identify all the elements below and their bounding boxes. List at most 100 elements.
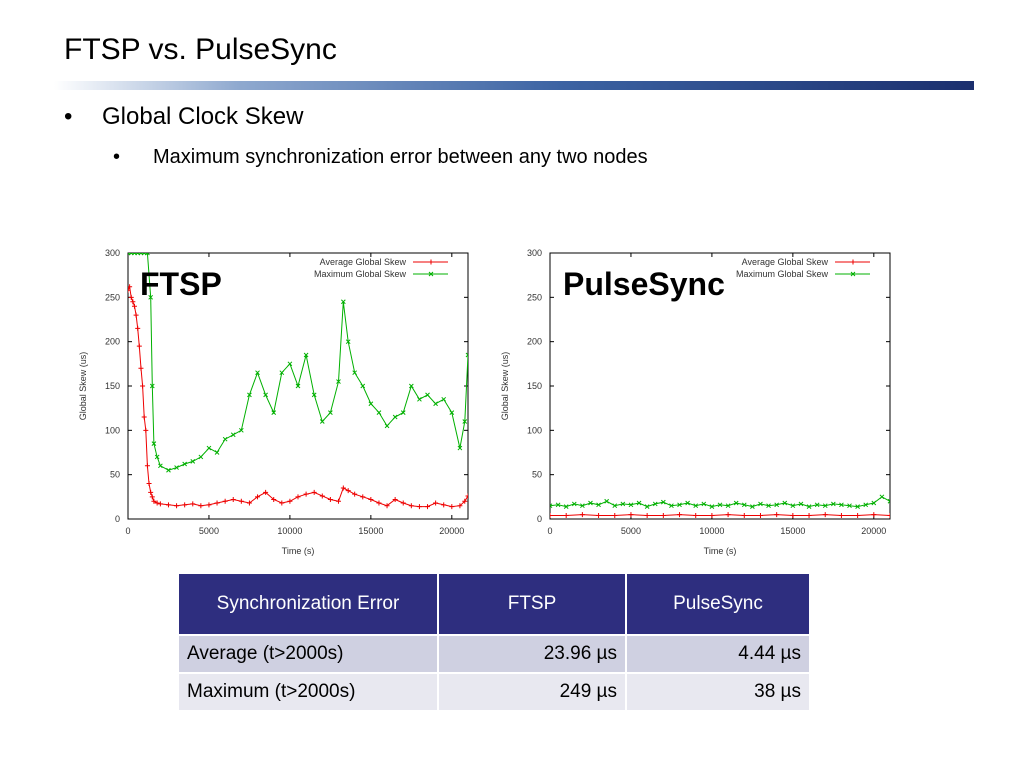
x-tick-label: 20000 — [439, 526, 464, 536]
data-point — [457, 445, 463, 451]
y-tick-label: 100 — [105, 425, 120, 435]
data-point — [408, 383, 414, 389]
data-point — [433, 500, 439, 506]
data-point — [130, 299, 136, 305]
data-point — [295, 383, 301, 389]
bullet-text: Global Clock Skew — [102, 103, 304, 130]
data-point — [871, 500, 877, 506]
data-point — [392, 414, 398, 420]
data-point — [303, 491, 309, 497]
data-point — [246, 500, 252, 506]
plot-area — [550, 494, 890, 518]
pulsesync-skew-chart: 0 50 100 150 200 250 300 0 5000 10000 15000 20000 Ti… — [492, 240, 902, 560]
data-point — [604, 498, 610, 504]
data-point — [709, 504, 715, 509]
ftsp-skew-chart: 0 50 100 150 200 250 300 0 5000 10000 15000 20000 Ti… — [70, 240, 480, 560]
data-point — [166, 467, 171, 473]
data-point — [408, 503, 414, 509]
data-point — [263, 489, 269, 495]
table-cell: 4.44 µs — [625, 634, 811, 674]
data-point — [660, 512, 666, 518]
x-tick-label: 10000 — [277, 526, 302, 536]
data-point — [319, 493, 325, 499]
data-point — [222, 498, 228, 504]
data-point — [790, 503, 796, 509]
data-point — [822, 503, 828, 509]
data-point — [636, 500, 642, 506]
data-point — [138, 365, 144, 371]
data-point — [135, 325, 141, 331]
table-cell: 38 µs — [625, 672, 811, 712]
data-point — [766, 503, 771, 509]
data-point — [128, 294, 134, 300]
data-point — [441, 502, 447, 508]
data-point — [620, 501, 626, 507]
data-point — [839, 502, 844, 508]
data-point — [571, 501, 577, 507]
x-axis-label: Time (s) — [282, 546, 315, 556]
data-point — [230, 496, 236, 502]
data-point — [887, 512, 890, 518]
data-point — [247, 392, 252, 398]
data-point — [352, 370, 358, 376]
data-point — [709, 512, 715, 518]
data-point — [222, 436, 228, 442]
table-header-cell: FTSP — [437, 572, 627, 636]
data-point — [340, 485, 346, 491]
data-point — [774, 512, 780, 518]
data-point — [360, 383, 366, 389]
data-point — [669, 503, 674, 509]
y-tick-label: 250 — [527, 292, 542, 302]
data-point — [311, 392, 317, 398]
data-point — [214, 500, 220, 506]
table-header-cell: PulseSync — [625, 572, 811, 636]
plot-area — [128, 253, 468, 510]
data-point — [717, 502, 723, 508]
x-tick-label: 10000 — [699, 526, 724, 536]
data-point — [822, 512, 828, 518]
data-point — [165, 502, 171, 508]
y-tick-label: 200 — [527, 337, 542, 347]
y-tick-label: 100 — [527, 425, 542, 435]
data-point — [596, 502, 601, 508]
data-point — [652, 501, 658, 507]
data-point — [693, 512, 699, 518]
x-axis-label: Time (s) — [704, 546, 737, 556]
data-point — [417, 396, 422, 402]
data-point — [425, 504, 431, 510]
data-point — [660, 499, 666, 505]
series-line-average — [128, 284, 468, 508]
data-point — [588, 500, 593, 506]
data-point — [144, 463, 150, 469]
data-point — [303, 352, 309, 358]
data-point — [190, 459, 196, 464]
table-row: Average (t>2000s) 23.96 µs 4.44 µs — [177, 634, 811, 674]
y-tick-label: 300 — [105, 248, 120, 258]
y-tick-label: 0 — [537, 514, 542, 524]
data-point — [400, 410, 406, 415]
y-tick-label: 50 — [532, 470, 542, 480]
data-point — [855, 504, 860, 509]
bullet-marker: • — [113, 146, 121, 168]
data-point — [311, 489, 317, 495]
data-point — [628, 512, 634, 518]
data-point — [133, 312, 139, 318]
data-point — [871, 512, 877, 518]
data-point — [555, 502, 561, 508]
data-point — [693, 503, 699, 509]
data-point — [279, 500, 285, 506]
data-point — [563, 504, 569, 509]
data-point — [149, 383, 155, 389]
data-point — [151, 441, 157, 446]
data-point — [741, 502, 747, 508]
data-point — [830, 501, 836, 507]
data-point — [449, 410, 455, 415]
data-point — [563, 512, 569, 518]
y-axis-label: Global Skew (us) — [500, 352, 510, 421]
data-point — [376, 500, 382, 506]
data-point — [230, 432, 236, 438]
sync-error-table: Synchronization Error FTSP PulseSync Ave… — [177, 572, 811, 712]
data-point — [685, 500, 690, 506]
data-point — [441, 396, 447, 402]
y-tick-label: 200 — [105, 337, 120, 347]
